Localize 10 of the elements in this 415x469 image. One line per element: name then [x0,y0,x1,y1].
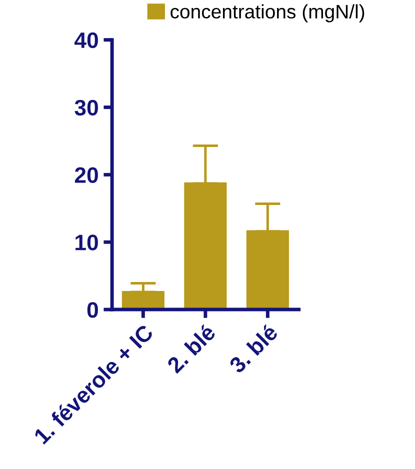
y-tick-label: 20 [74,167,98,183]
legend-label: concentrations (mgN/l) [170,4,364,22]
y-tick-label: 0 [87,302,98,318]
y-tick-label: 40 [74,32,98,48]
bar [246,230,289,310]
bar [184,182,227,310]
y-tick-label: 10 [76,234,98,250]
x-tick-label: 2. blé [166,323,216,374]
y-tick-label: 30 [74,100,98,116]
x-tick-label: 3. blé [228,323,279,374]
